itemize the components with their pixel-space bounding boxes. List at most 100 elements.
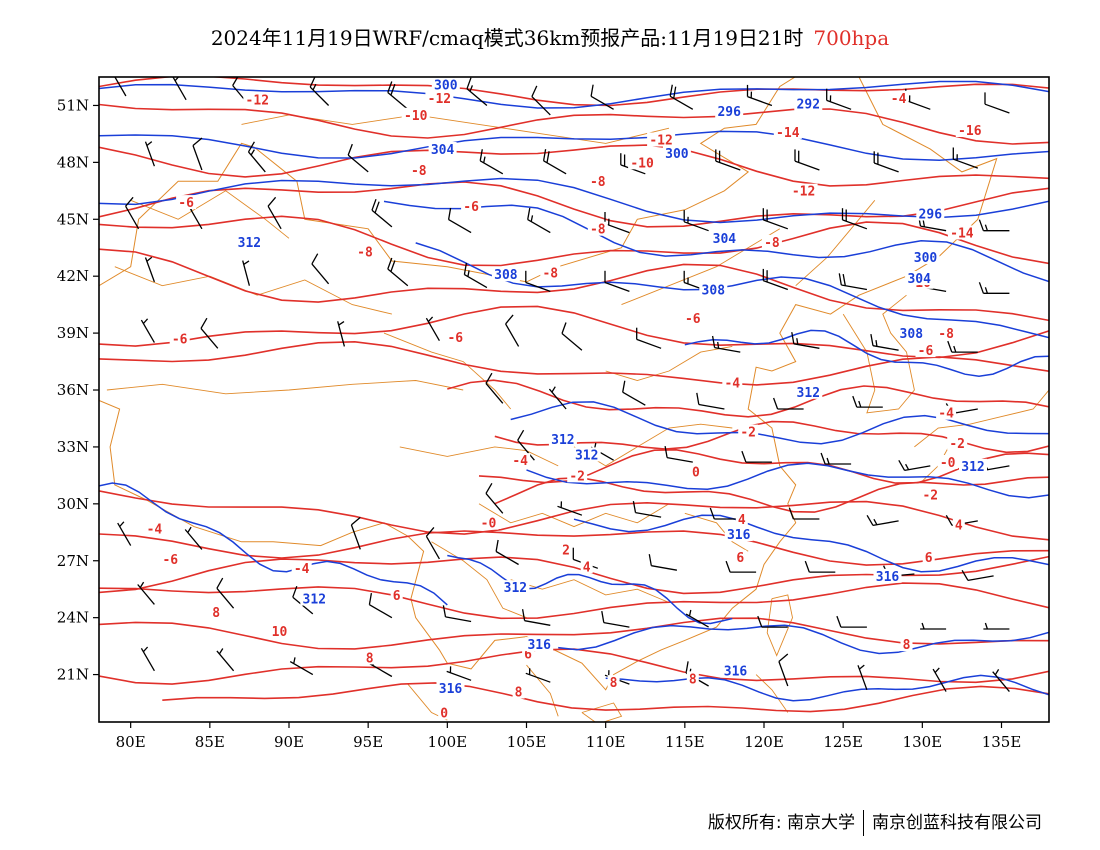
temperature-label: -6 — [685, 312, 701, 327]
temperature-label-bg — [160, 551, 181, 566]
temperature-label: -4 — [891, 92, 907, 107]
temperature-label: -8 — [357, 245, 373, 260]
lon-tick-label: 125E — [823, 733, 863, 751]
temperature-label: -0 — [940, 456, 956, 471]
height-label-bg — [710, 231, 739, 246]
isotherm-line — [99, 144, 1049, 187]
temperature-label-bg — [936, 326, 957, 340]
temperature-label-bg — [210, 604, 223, 619]
wind-barb — [561, 322, 583, 351]
wind-barb — [669, 84, 694, 110]
temperature-label-bg — [628, 155, 657, 170]
height-label-bg — [300, 591, 329, 606]
wind-barb — [548, 386, 567, 410]
wind-barb — [820, 452, 852, 465]
temperature-label: 0 — [440, 706, 448, 721]
wind-barb — [521, 609, 551, 626]
temperature-label-bg — [722, 375, 743, 390]
temperature-label: 4 — [955, 519, 963, 534]
wind-barb — [525, 668, 551, 683]
temperature-label: -12 — [246, 94, 269, 109]
height-label-bg — [501, 580, 530, 595]
temperature-label: -6 — [918, 344, 934, 359]
temperature-label: -2 — [569, 469, 585, 484]
height-contour-line — [558, 624, 1049, 655]
temperature-label: -6 — [447, 331, 463, 346]
height-label: 304 — [713, 232, 737, 247]
temperature-label-bg — [176, 195, 197, 210]
footer-copyright: 版权所有: 南京大学 — [707, 813, 855, 833]
temperature-label-bg — [355, 244, 375, 259]
isotherm-line — [99, 617, 1049, 650]
height-label-bg — [794, 96, 823, 111]
wind-barb — [485, 482, 504, 514]
temperature-label: 0 — [692, 466, 700, 481]
wind-barb — [920, 622, 947, 630]
wind-barb — [311, 253, 330, 285]
lat-tick-label: 42N — [57, 267, 89, 285]
wind-barb — [442, 605, 472, 623]
lon-tick-label: 120E — [744, 733, 784, 751]
temperature-label-bg — [401, 107, 430, 122]
wind-barb — [517, 429, 535, 461]
temperature-label: 6 — [736, 551, 744, 566]
lat-tick-label: 48N — [57, 153, 89, 171]
temperature-label: 10 — [272, 625, 288, 640]
height-contour-line — [99, 482, 448, 606]
wind-barb — [371, 198, 393, 228]
province-boundary — [106, 380, 464, 395]
height-contour-line — [526, 462, 1049, 499]
height-label: 296 — [919, 208, 943, 223]
temperature-label: 8 — [212, 606, 220, 621]
temperature-label: -14 — [950, 227, 974, 242]
lon-tick-label: 100E — [428, 733, 468, 751]
isotherm-line — [99, 305, 1049, 359]
wind-barb — [387, 257, 409, 287]
height-label-bg — [724, 527, 753, 542]
wind-barb — [479, 149, 504, 175]
wind-barb — [857, 664, 868, 691]
wind-barb — [527, 207, 551, 234]
temperature-label: -2 — [740, 426, 756, 441]
temperature-label-bg — [363, 650, 376, 665]
height-contour-line — [510, 401, 1049, 445]
boundary-lines — [99, 77, 1049, 722]
temperature-label-bg — [243, 92, 272, 107]
wind-barb — [683, 210, 709, 232]
wind-barb — [337, 321, 346, 347]
wind-barb — [425, 526, 440, 560]
temperature-label-bg — [580, 559, 593, 574]
province-boundary — [842, 294, 915, 414]
lat-tick-label: 21N — [57, 666, 89, 684]
footer-company: 南京创蓝科技有限公司 — [872, 813, 1042, 833]
height-label: 300 — [914, 251, 938, 266]
height-label-bg — [662, 145, 691, 160]
temperature-label-bg — [947, 436, 968, 450]
height-label-bg — [715, 104, 744, 118]
wind-barb — [347, 143, 369, 173]
province-boundary — [684, 512, 749, 552]
height-label: 300 — [434, 79, 458, 94]
temperature-label: -8 — [938, 327, 954, 342]
temperature-label: -8 — [411, 164, 427, 179]
wind-barb — [247, 141, 266, 173]
lat-tick-label: 36N — [57, 381, 89, 399]
lat-tick-label: 33N — [57, 438, 89, 456]
height-contour-line — [605, 674, 1049, 702]
temperature-label-bg — [408, 162, 429, 177]
height-contour-line — [573, 514, 1049, 573]
height-label: 316 — [439, 682, 463, 697]
wind-barb — [788, 507, 820, 520]
wind-barb — [711, 335, 741, 353]
height-label: 304 — [431, 143, 455, 158]
wind-barb — [804, 560, 836, 573]
isotherm-line — [99, 103, 1049, 145]
wind-barb — [425, 316, 440, 342]
temperature-label: 6 — [925, 551, 933, 566]
temperature-label: 8 — [689, 672, 697, 687]
province-boundary — [431, 541, 527, 619]
wind-barb — [184, 526, 203, 550]
wind-barb — [604, 270, 630, 293]
temperature-label-bg — [512, 684, 525, 699]
temperature-label-bg — [647, 132, 676, 147]
